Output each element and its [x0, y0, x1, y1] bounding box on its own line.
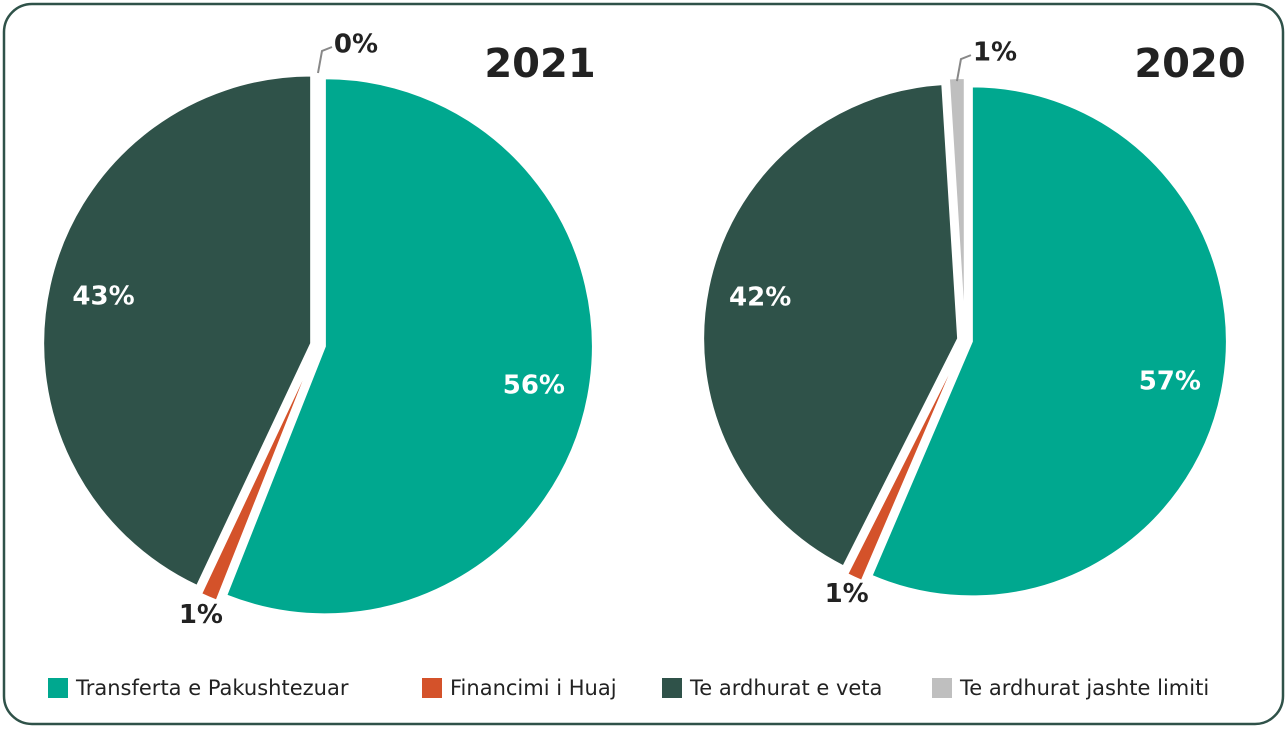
pie-slice — [224, 77, 594, 616]
pie-slice — [702, 83, 960, 568]
data-label: 1% — [973, 38, 1017, 68]
legend-label: Te ardhurat e veta — [689, 676, 882, 700]
data-label: 42% — [729, 283, 791, 313]
data-label: 43% — [72, 282, 134, 312]
legend-label: Financimi i Huaj — [450, 676, 617, 700]
pie-slice — [870, 85, 1228, 598]
leader-line — [317, 46, 333, 74]
legend-label: Te ardhurat jashte limiti — [959, 676, 1209, 700]
data-label: 0% — [334, 30, 378, 60]
chart-title: 2021 — [484, 41, 595, 87]
data-label: 56% — [503, 371, 565, 401]
legend-swatch — [48, 678, 68, 698]
pie-slice — [845, 345, 963, 583]
legend-label: Transferta e Pakushtezuar — [75, 676, 349, 700]
leader-line — [955, 54, 972, 82]
legend-swatch — [932, 678, 952, 698]
chart-title: 2020 — [1134, 41, 1245, 87]
data-label: 57% — [1139, 366, 1201, 396]
legend-swatch — [662, 678, 682, 698]
data-label: 1% — [179, 600, 223, 630]
data-label: 1% — [825, 579, 869, 609]
pie-slice — [199, 350, 317, 602]
legend-swatch — [422, 678, 442, 698]
pie-slice — [42, 74, 313, 588]
